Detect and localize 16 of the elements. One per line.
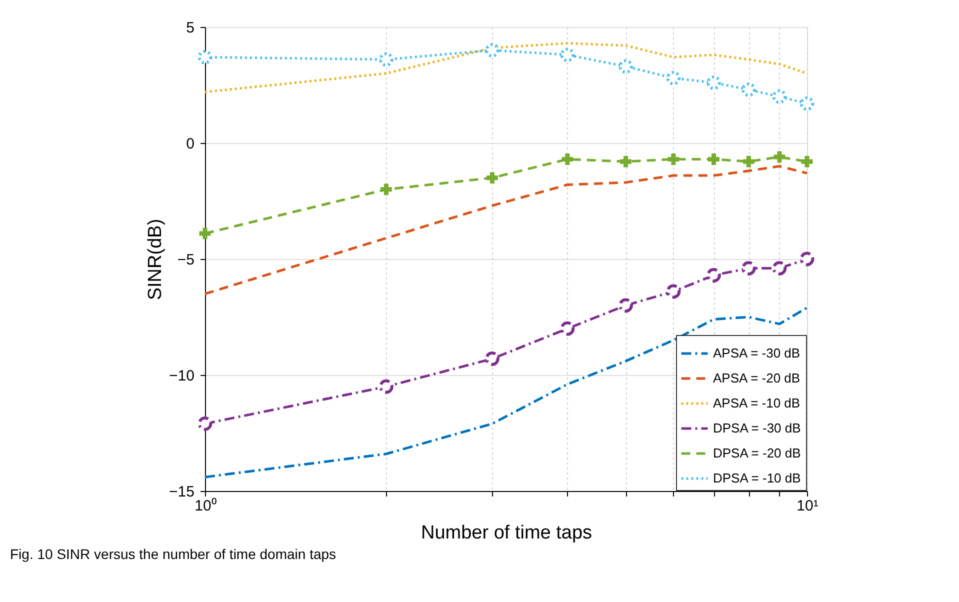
legend-label: APSA = -10 dB (713, 396, 800, 410)
legend-label: DPSA = -20 dB (713, 446, 801, 460)
y-tick-label: 5 (186, 20, 194, 36)
x-tick-label: 10⁰ (194, 498, 216, 514)
legend-label: DPSA = -10 dB (713, 470, 801, 486)
x-axis-title: Number of time taps (420, 522, 592, 544)
legend-label: APSA = -30 dB (713, 346, 800, 360)
legend-label: DPSA = -30 dB (713, 420, 801, 436)
y-tick-label: −15 (169, 484, 194, 500)
legend-label: APSA = -20 dB (713, 370, 800, 386)
caption: Fig. 10 SINR versus the number of time domain taps (10, 546, 336, 562)
y-tick-label: −5 (177, 252, 194, 268)
y-tick-label: 0 (186, 136, 194, 152)
x-tick-label: 10¹ (796, 498, 818, 514)
y-tick-label: −10 (169, 368, 194, 384)
y-axis-title: SINR(dB) (145, 218, 166, 300)
